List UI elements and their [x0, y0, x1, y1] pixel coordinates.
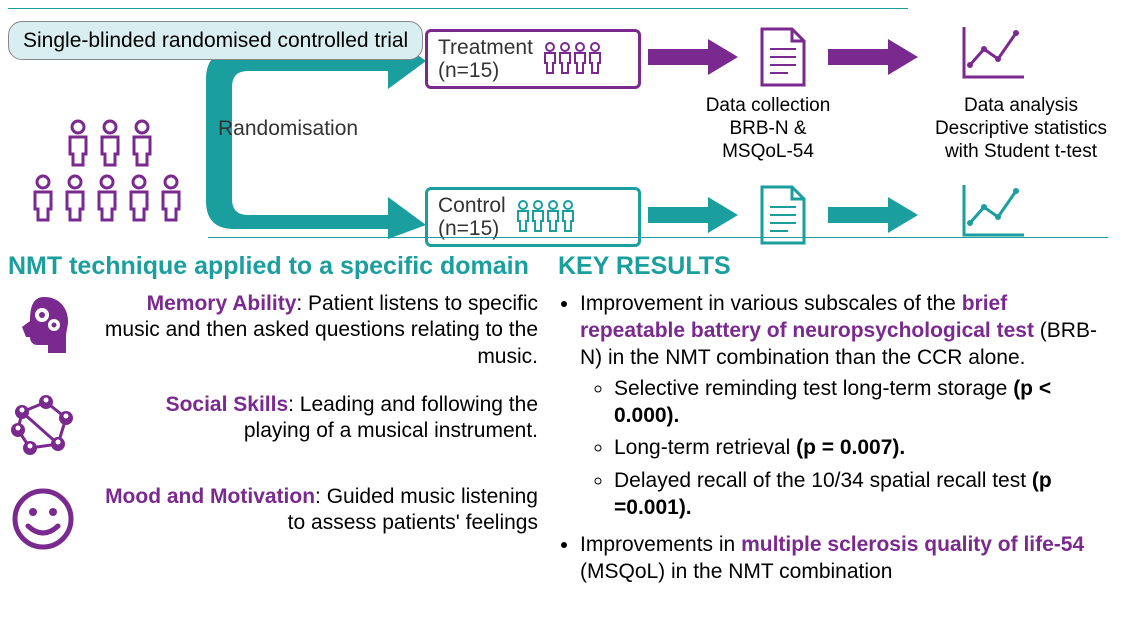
- key-results-list: Improvement in various subscales of the …: [558, 291, 1118, 586]
- kr-item-2: Improvements in multiple sclerosis quali…: [580, 532, 1118, 586]
- kr-sub-list: Selective reminding test long-term stora…: [580, 376, 1118, 522]
- nmt-mood-title: Mood and Motivation: [105, 485, 315, 508]
- key-results-heading: KEY RESULTS: [558, 251, 1118, 281]
- nmt-social-title: Social Skills: [166, 393, 289, 416]
- arrow-icon: [828, 39, 918, 75]
- treatment-label: Treatment: [438, 36, 533, 59]
- treatment-box: Treatment (n=15): [425, 29, 641, 89]
- control-box: Control (n=15): [425, 187, 641, 247]
- kr1-pre: Improvement in various subscales of the: [580, 292, 962, 315]
- document-icon: [758, 27, 808, 87]
- small-people-icon: [543, 41, 603, 77]
- nmt-item-social: Social Skills: Leading and following the…: [8, 392, 538, 462]
- kr-sub-3-text: Delayed recall of the 10/34 spatial reca…: [614, 469, 1032, 492]
- arrow-icon: [828, 197, 918, 233]
- nmt-heading: NMT technique applied to a specific doma…: [8, 251, 538, 281]
- trial-box-text: Single-blinded randomised controlled tri…: [23, 29, 408, 52]
- line-chart-icon: [958, 23, 1028, 83]
- data-collection-label: Data collection BRB-N & MSQoL-54: [678, 95, 858, 163]
- trial-box: Single-blinded randomised controlled tri…: [8, 21, 423, 60]
- line-chart-icon: [958, 181, 1028, 241]
- study-flow-diagram: Single-blinded randomised controlled tri…: [8, 8, 908, 239]
- kr-sub-1-text: Selective reminding test long-term stora…: [614, 377, 1013, 400]
- kr-item-1: Improvement in various subscales of the …: [580, 291, 1118, 522]
- smile-face-icon: [8, 484, 78, 554]
- randomisation-label: Randomisation: [218, 117, 358, 141]
- nmt-memory-title: Memory Ability: [147, 292, 297, 315]
- people-group-icon: [28, 119, 193, 224]
- data-analysis-text: Data analysis Descriptive statistics wit…: [935, 95, 1107, 162]
- nmt-section: NMT technique applied to a specific doma…: [8, 251, 538, 592]
- kr2-pre: Improvements in: [580, 533, 741, 556]
- divider: [208, 237, 1108, 238]
- kr-sub-1: Selective reminding test long-term stora…: [614, 376, 1118, 430]
- kr-sub-2-text: Long-term retrieval: [614, 436, 796, 459]
- kr2-highlight: multiple sclerosis quality of life-54: [741, 533, 1084, 556]
- control-label: Control: [438, 194, 506, 217]
- document-icon: [758, 185, 808, 245]
- kr-sub-3: Delayed recall of the 10/34 spatial reca…: [614, 468, 1118, 522]
- treatment-n: (n=15): [438, 59, 533, 82]
- key-results-section: KEY RESULTS Improvement in various subsc…: [558, 251, 1118, 592]
- nmt-item-memory: Memory Ability: Patient listens to speci…: [8, 291, 538, 370]
- arrow-icon: [648, 39, 738, 75]
- kr2-post: (MSQoL) in the NMT combination: [580, 560, 892, 583]
- kr-sub-2: Long-term retrieval (p = 0.007).: [614, 435, 1118, 462]
- nmt-mood-desc: : Guided music listening to assess patie…: [288, 485, 538, 534]
- head-gears-icon: [8, 291, 78, 361]
- small-people-icon: [516, 199, 576, 235]
- kr-sub-2-p: (p = 0.007).: [796, 436, 905, 459]
- data-collection-text: Data collection BRB-N & MSQoL-54: [706, 95, 831, 162]
- arrow-icon: [648, 197, 738, 233]
- network-people-icon: [8, 392, 78, 462]
- nmt-social-desc: : Leading and following the playing of a…: [244, 393, 538, 442]
- data-analysis-label: Data analysis Descriptive statistics wit…: [926, 95, 1116, 163]
- nmt-item-mood: Mood and Motivation: Guided music listen…: [8, 484, 538, 554]
